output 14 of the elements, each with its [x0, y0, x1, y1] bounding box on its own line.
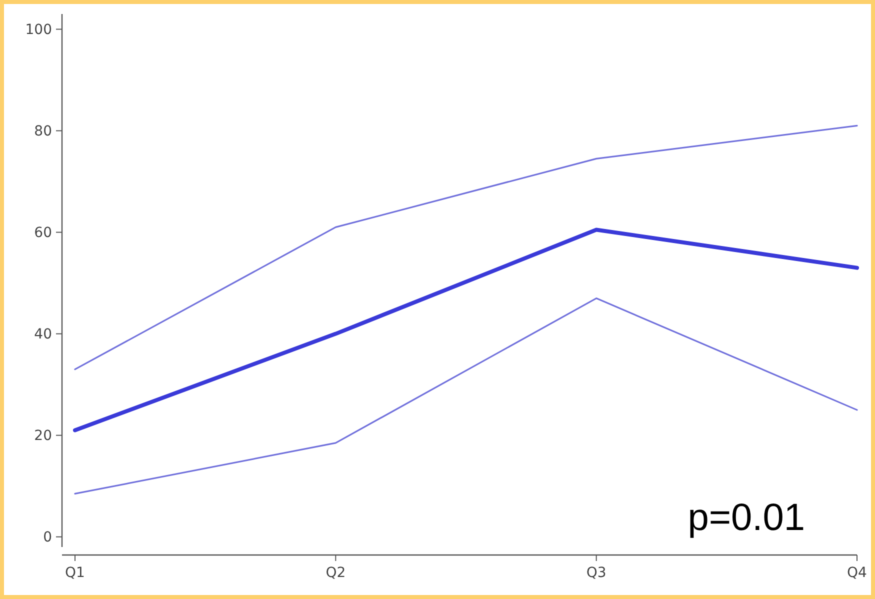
y-tick-label: 0 [43, 530, 52, 546]
x-tick-label: Q1 [65, 565, 85, 581]
line-series [74, 124, 858, 370]
y-tick-label: 100 [25, 22, 52, 38]
y-tick-label: 20 [34, 428, 52, 444]
y-tick-label: 40 [34, 326, 52, 343]
y-tick-label: 60 [34, 225, 52, 242]
y-tick-label: 80 [34, 124, 52, 140]
x-tick-label: Q4 [847, 565, 868, 581]
line-series [74, 297, 858, 494]
x-tick-label: Q3 [586, 565, 606, 581]
line-series [73, 228, 859, 432]
annotation: p=0.01 [688, 497, 805, 539]
x-tick-label: Q2 [326, 565, 346, 581]
